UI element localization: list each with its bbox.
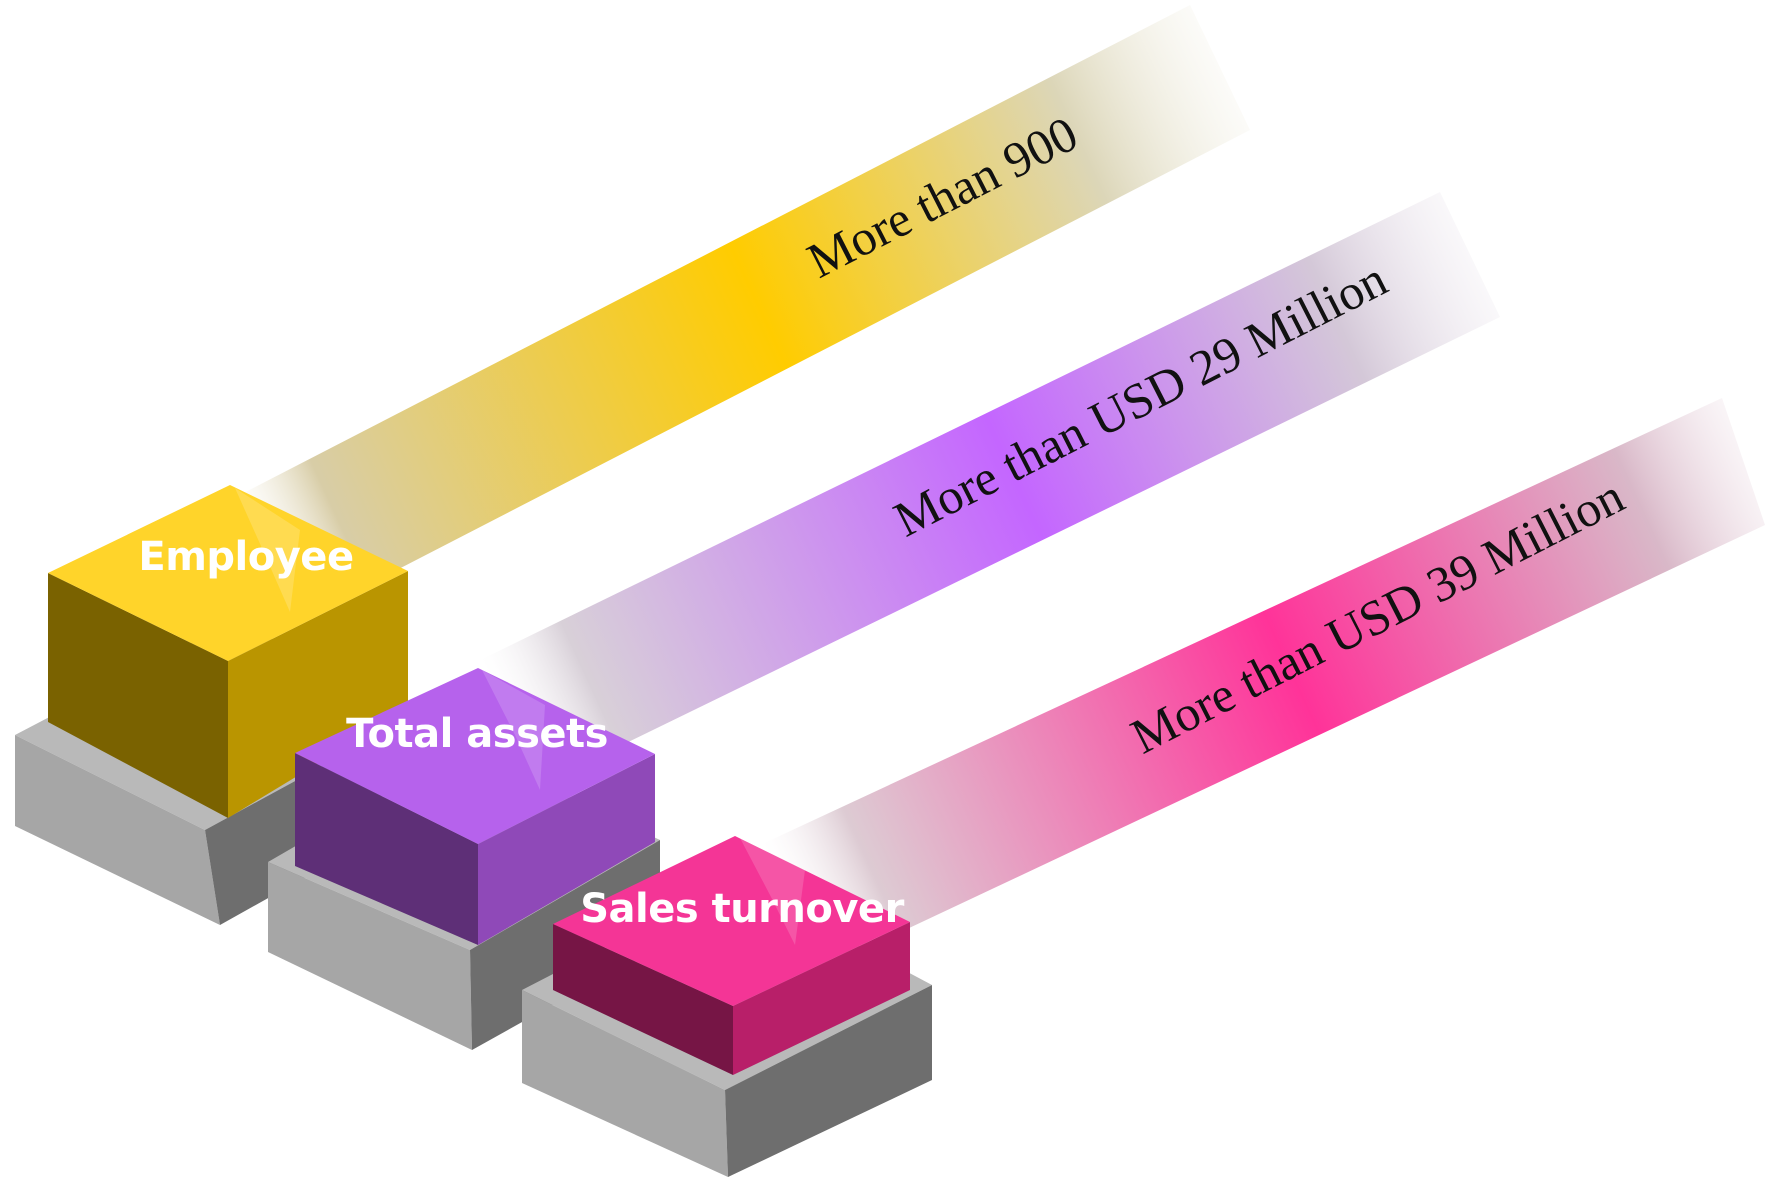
cube-left-face: [553, 924, 733, 1075]
box-label-sales-turnover: Sales turnover: [580, 886, 904, 932]
pedestal-right: [725, 985, 932, 1177]
cube-sales-turnover: [553, 836, 910, 1075]
block-sales-turnover: Sales turnover: [522, 836, 932, 1177]
beam-total-assets: [470, 192, 1500, 790]
cube-highlight: [482, 670, 545, 790]
cube-left-face: [48, 573, 228, 818]
cube-highlight: [740, 838, 805, 945]
beam-sales-turnover: [760, 398, 1765, 970]
cube-right-face: [228, 571, 408, 818]
cube-highlight: [235, 488, 300, 612]
box-label-employee: Employee: [138, 534, 353, 580]
cube-right-face: [733, 922, 910, 1075]
pedestal-left: [15, 735, 220, 925]
beam-employee: [230, 5, 1250, 625]
cube-right-face: [478, 754, 655, 945]
pedestal-left: [522, 990, 728, 1177]
cube-top-face: [553, 836, 910, 1006]
cube-employee: [48, 485, 408, 818]
cube-left-face: [295, 753, 478, 945]
box-label-total-assets: Total assets: [346, 711, 608, 757]
pedestal-left: [268, 862, 472, 1050]
cube-top-face: [295, 668, 655, 844]
cube-total-assets: [295, 668, 655, 945]
cube-top-face: [48, 485, 408, 661]
